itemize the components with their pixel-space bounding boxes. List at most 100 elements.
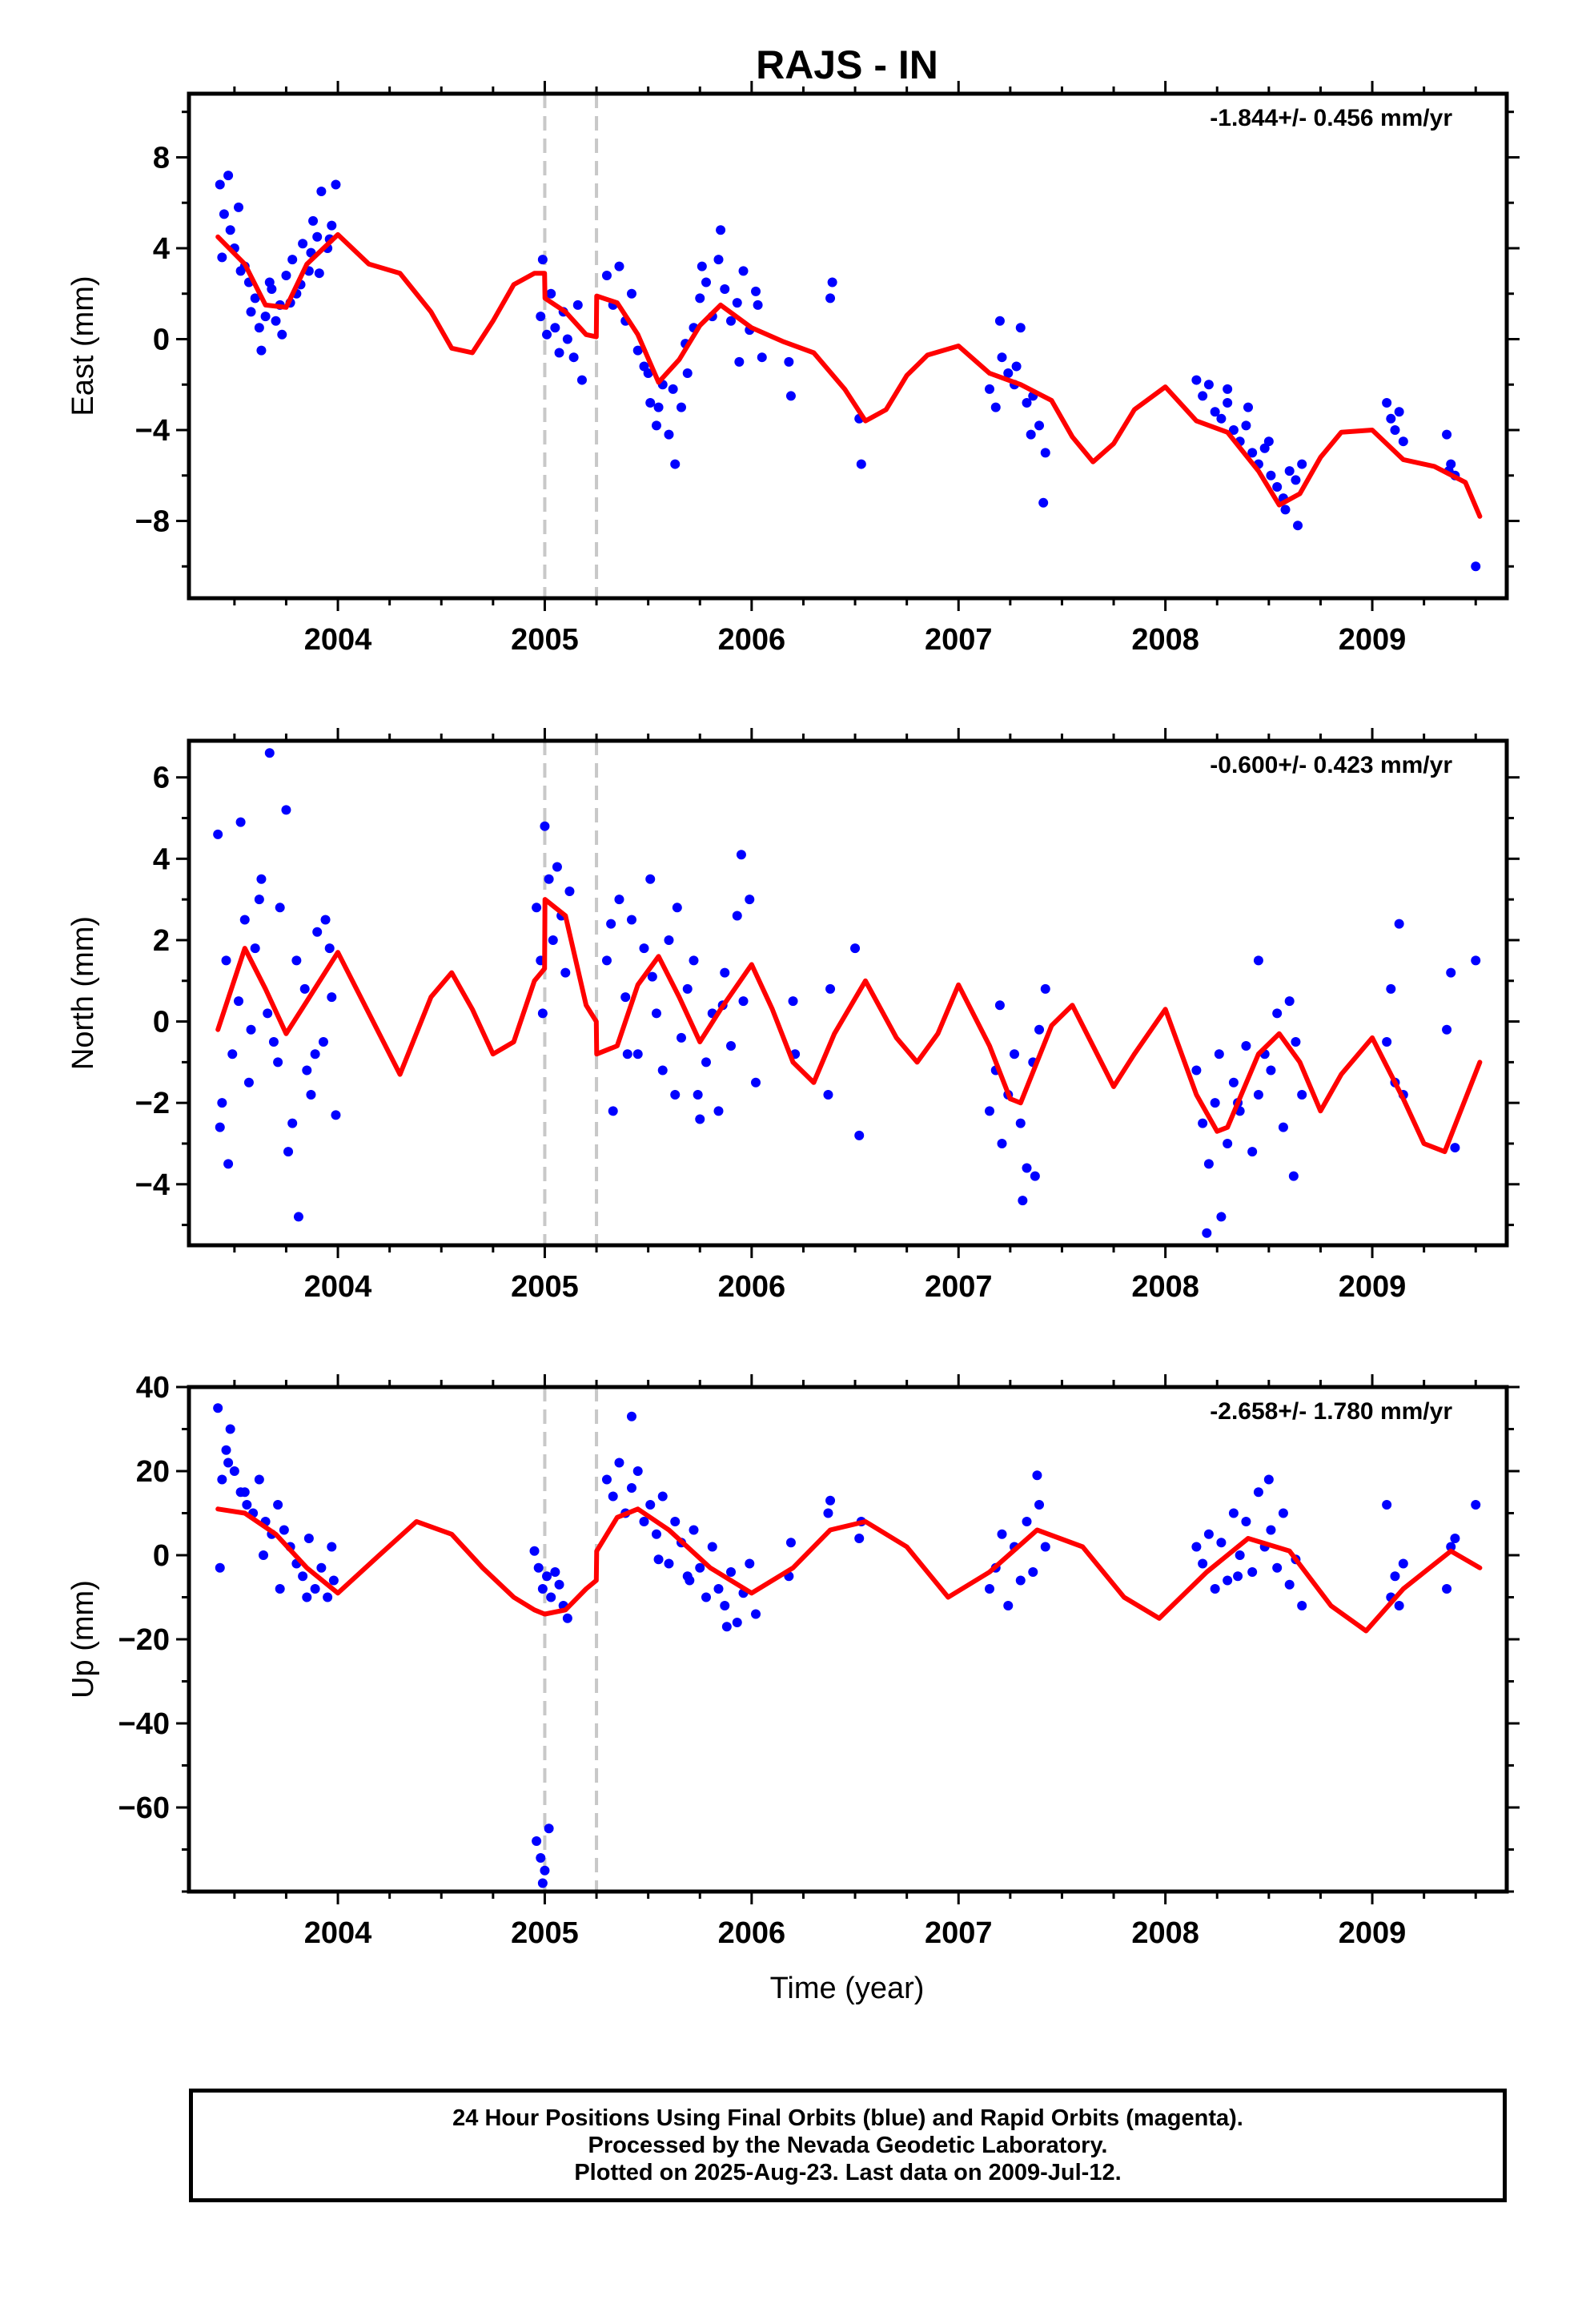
footer-line-2: Processed by the Nevada Geodetic Laborat… [588,2133,1108,2158]
north-data-point [1253,955,1263,966]
east-data-point [682,368,693,379]
up-y-tick-label: 0 [153,1539,170,1573]
up-data-point [529,1546,540,1556]
up-rate-label: -2.658+/- 1.780 mm/yr [1210,1398,1452,1425]
up-data-point [1297,1601,1307,1610]
up-data-point [1241,1517,1251,1526]
north-data-point [620,992,631,1003]
east-data-point [1026,429,1036,440]
north-rate-label: -0.600+/- 0.423 mm/yr [1210,752,1452,778]
up-data-point [701,1592,711,1602]
north-data-point [614,895,624,905]
north-data-point [608,1106,618,1116]
north-data-point [738,996,749,1007]
up-data-point [1471,1500,1481,1510]
up-data-point [259,1550,269,1560]
north-data-point [1284,996,1295,1007]
up-data-point [626,1411,636,1421]
north-data-point [246,1024,256,1035]
up-data-point [542,1571,552,1582]
north-data-point [1191,1065,1202,1076]
north-data-point [1203,1159,1214,1169]
north-data-point [825,983,836,994]
north-data-point [254,895,264,905]
east-data-point [651,420,661,431]
up-data-point [1034,1500,1045,1510]
up-data-point [689,1525,699,1535]
up-data-point [1191,1542,1202,1552]
up-x-tick-label: 2008 [1131,1916,1199,1950]
up-data-point [310,1584,320,1594]
north-data-point [1216,1212,1227,1222]
east-data-point [537,255,548,265]
north-data-point [1223,1138,1233,1148]
east-y-tick-label: 0 [153,323,170,356]
up-data-point [1398,1558,1408,1569]
north-y-tick-label: 0 [153,1006,170,1039]
north-data-point [564,886,575,896]
north-data-point [281,805,291,815]
north-data-point [215,1122,225,1132]
east-data-point [1293,521,1303,531]
north-data-point [287,1118,298,1128]
east-data-point [734,356,745,367]
north-data-point [223,1159,234,1169]
east-data-point [1022,397,1032,408]
up-data-point [1040,1542,1050,1552]
east-data-point [576,375,587,385]
north-data-point [273,1057,283,1068]
east-x-tick-label: 2008 [1131,623,1199,657]
up-data-point [1450,1534,1460,1543]
north-data-point [726,1041,737,1051]
east-data-point [277,329,287,340]
footer-line-1: 24 Hour Positions Using Final Orbits (bl… [452,2105,1243,2131]
north-data-point [217,1098,227,1108]
east-data-point [287,255,298,265]
north-data-point [732,911,742,921]
up-data-point [1263,1474,1274,1485]
north-data-point [1241,1041,1251,1051]
east-data-point [331,179,341,190]
east-data-point [614,261,624,271]
up-y-tick-label: −40 [118,1707,170,1741]
east-data-point [1291,475,1301,485]
east-data-point [997,352,1007,363]
north-y-tick-label: −4 [135,1168,170,1202]
east-data-point [1003,368,1014,379]
north-y-tick-label: −2 [135,1087,170,1120]
east-data-point [308,215,319,226]
up-data-point [1216,1538,1227,1548]
north-y-tick-label: 2 [153,924,170,958]
up-x-tick-label: 2007 [925,1916,993,1950]
north-x-tick-label: 2004 [304,1270,372,1304]
east-data-point [1272,481,1283,492]
up-data-point [664,1558,674,1569]
up-data-point [223,1458,234,1468]
east-data-point [784,356,794,367]
east-data-point [1241,420,1251,431]
north-data-point [736,850,746,860]
east-data-point [562,334,572,344]
up-x-tick-label: 2006 [718,1916,786,1950]
east-data-point [1266,470,1276,480]
east-data-point [785,391,796,401]
east-data-point [701,277,711,287]
east-data-point [1040,448,1050,458]
east-data-point [316,187,327,197]
north-y-axis-label: North (mm) [66,916,100,1070]
east-data-point [825,293,836,304]
up-data-point [653,1554,664,1565]
up-data-point [229,1466,239,1476]
east-data-point [632,345,643,356]
east-data-point [550,323,560,333]
up-data-point [1247,1567,1258,1577]
up-data-point [213,1403,223,1413]
north-data-point [626,915,636,925]
up-data-point [532,1836,542,1846]
up-data-point [1015,1575,1026,1586]
east-data-point [664,429,674,440]
east-data-point [260,312,271,322]
north-data-point [1272,1008,1283,1019]
north-data-point [994,1000,1005,1011]
